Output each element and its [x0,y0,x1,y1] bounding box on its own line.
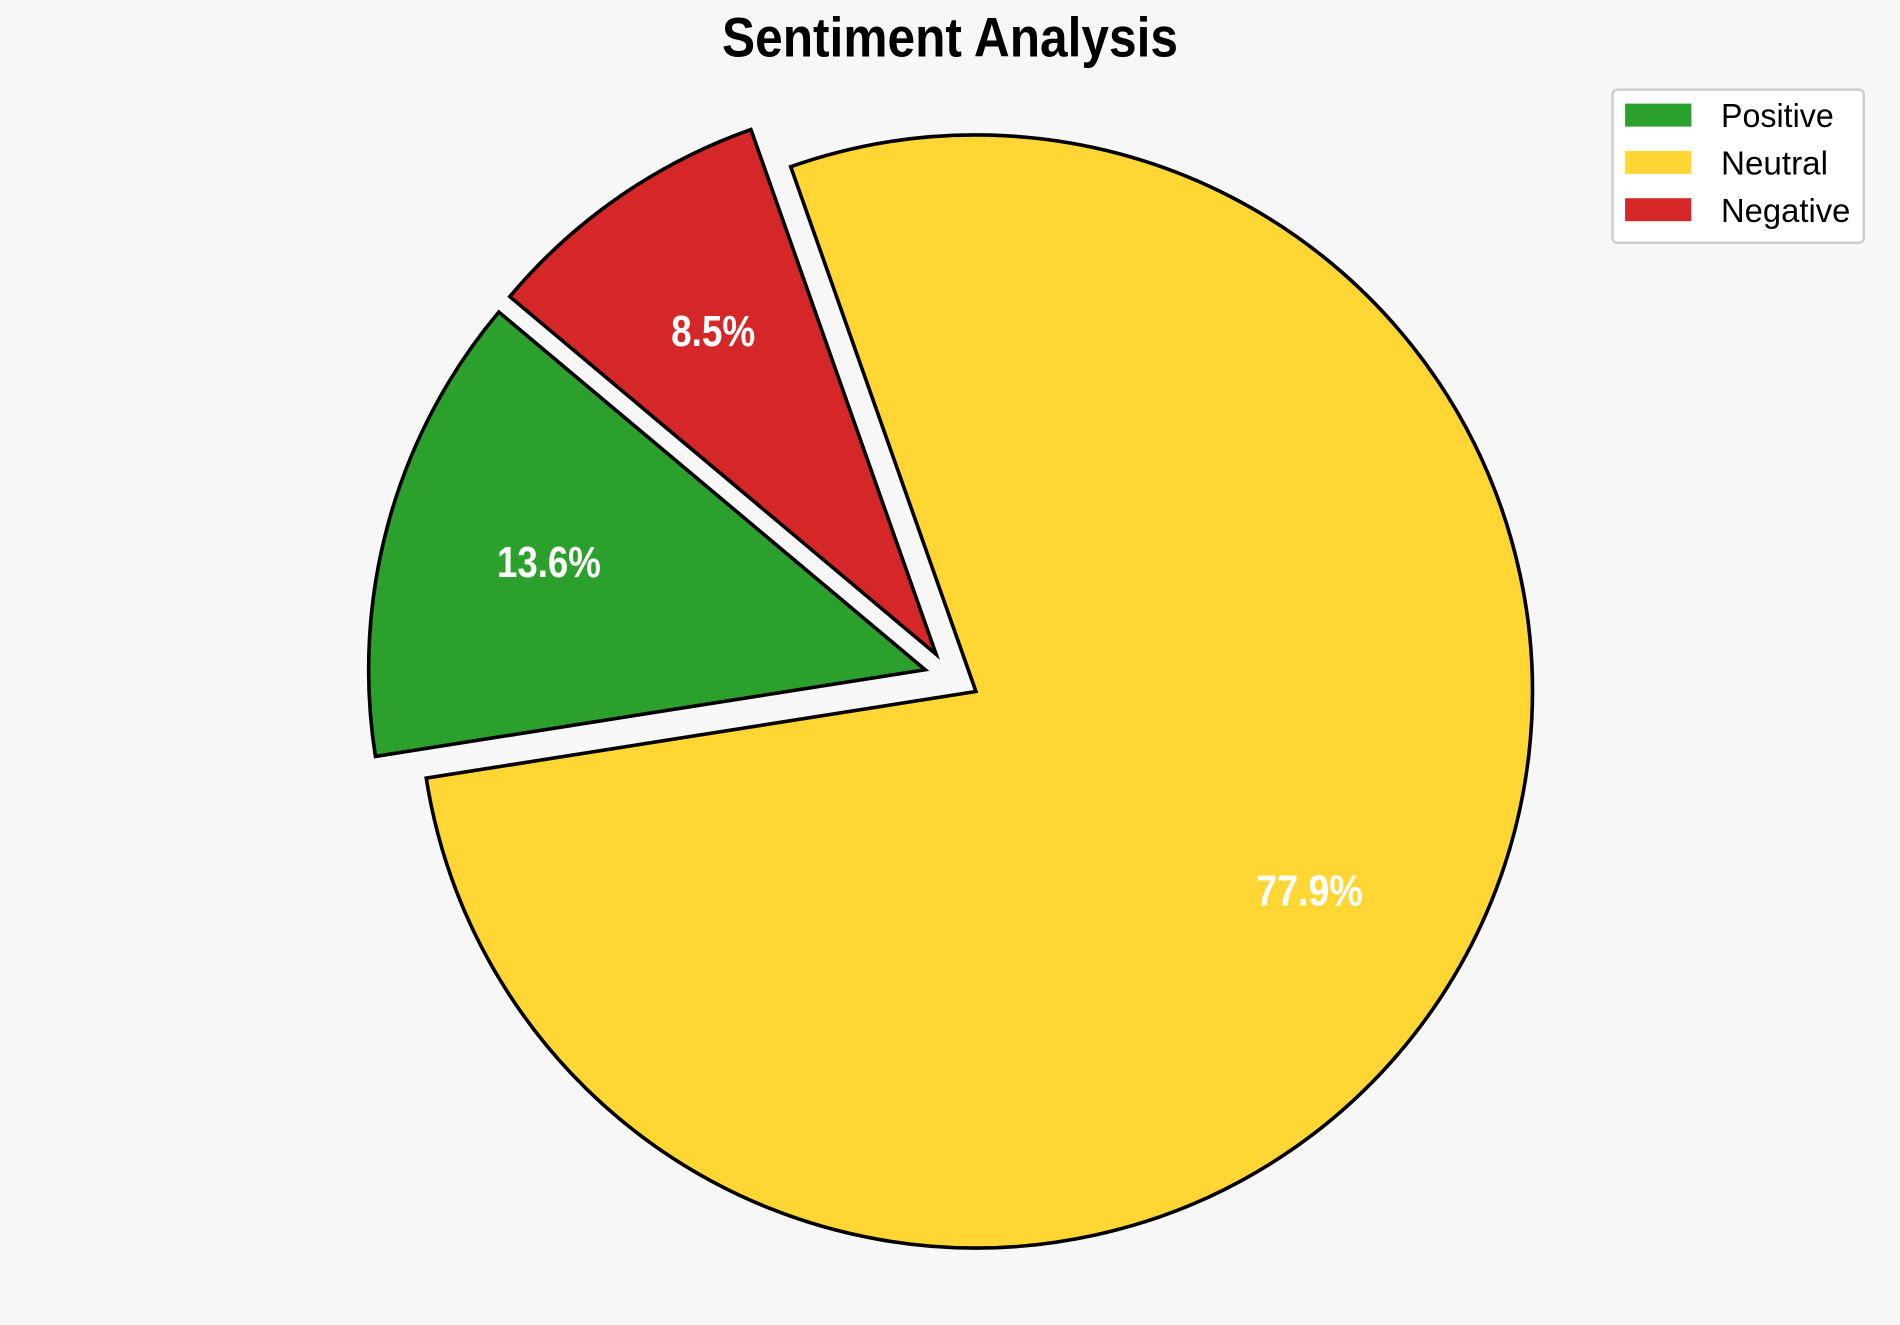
svg-text:8.5%: 8.5% [671,307,755,356]
svg-text:Sentiment Analysis: Sentiment Analysis [722,6,1178,69]
svg-text:Negative: Negative [1721,193,1850,230]
svg-text:77.9%: 77.9% [1256,867,1363,916]
svg-text:Positive: Positive [1721,98,1834,135]
svg-text:Neutral: Neutral [1721,146,1828,183]
svg-text:13.6%: 13.6% [497,538,601,587]
